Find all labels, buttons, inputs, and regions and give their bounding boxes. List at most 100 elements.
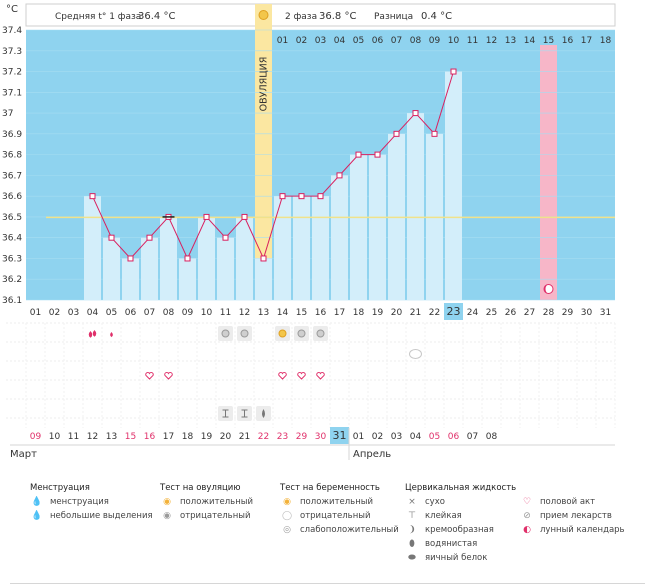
cycle-day-label: 16 bbox=[315, 308, 327, 318]
ovulation-negative-icon bbox=[316, 329, 325, 338]
legend-column: ♡ половой акт ⊘ прием лекарств ◐ лунный кален… bbox=[520, 481, 625, 537]
date-label: 21 bbox=[239, 432, 250, 442]
cycle-day-label: 17 bbox=[334, 308, 345, 318]
legend-item-label: сухо bbox=[425, 497, 445, 507]
temperature-bar bbox=[312, 196, 329, 300]
negative-icon: ◯ bbox=[281, 511, 293, 521]
cycle-day-label: 10 bbox=[201, 308, 213, 318]
data-point bbox=[450, 68, 457, 75]
date-label: 18 bbox=[182, 432, 194, 442]
cycle-day-label: 06 bbox=[125, 308, 137, 318]
phase2-day-label: 16 bbox=[562, 36, 574, 46]
y-tick-label: 37.3 bbox=[2, 47, 22, 57]
cycle-day-label: 24 bbox=[467, 308, 479, 318]
negative-circle-icon: ◉ bbox=[163, 511, 171, 521]
cycle-day-label: 03 bbox=[68, 308, 79, 318]
legend-title: Тест на беременность bbox=[280, 483, 380, 493]
phase2-day-label: 11 bbox=[467, 36, 478, 46]
menstruation-drop-icon bbox=[92, 330, 97, 337]
date-label: 06 bbox=[448, 432, 460, 442]
legend-item: ◉ отрицательный bbox=[160, 509, 253, 523]
temperature-bar bbox=[350, 154, 367, 300]
small-drop-icon bbox=[110, 332, 113, 338]
cycle-day-label: 28 bbox=[543, 308, 555, 318]
legend-title bbox=[520, 481, 625, 495]
phase1-value: 36.4 °C bbox=[138, 11, 175, 22]
phase2-day-label: 01 bbox=[277, 36, 288, 46]
date-label: 16 bbox=[144, 432, 156, 442]
data-point bbox=[146, 234, 153, 241]
ovulation-label: ОВУЛЯЦИЯ bbox=[259, 57, 270, 112]
legend-item: 💧 небольшие выделения bbox=[30, 509, 152, 523]
date-label: 01 bbox=[353, 432, 364, 442]
legend-item: ⊘ прием лекарств bbox=[520, 509, 625, 523]
cycle-day-label: 09 bbox=[182, 308, 194, 318]
y-tick-label: 36.3 bbox=[2, 254, 22, 264]
phase2-day-label: 04 bbox=[334, 36, 346, 46]
date-label: 23 bbox=[277, 432, 288, 442]
legend-item: ⊤ клейкая bbox=[405, 509, 516, 523]
date-label: 04 bbox=[410, 432, 422, 442]
drops-icon: 💧 bbox=[31, 497, 43, 507]
menstruation-drop-icon bbox=[88, 331, 93, 338]
heart-icon bbox=[316, 372, 325, 380]
legend-item-label: клейкая bbox=[425, 511, 462, 521]
phase2-day-label: 13 bbox=[505, 36, 516, 46]
legend-item-label: отрицательный bbox=[180, 511, 251, 521]
watery-icon bbox=[262, 409, 265, 418]
legend-title: Тест на овуляцию bbox=[160, 483, 241, 493]
data-point bbox=[393, 130, 400, 137]
phase2-day-label: 07 bbox=[391, 36, 402, 46]
data-point bbox=[355, 151, 362, 158]
data-point bbox=[317, 193, 324, 200]
sticky-icon: ⊤ bbox=[408, 511, 416, 521]
watery-icon: ⬮ bbox=[409, 539, 415, 549]
data-point bbox=[184, 255, 191, 262]
temperature-bar bbox=[274, 196, 291, 300]
cycle-day-label: 30 bbox=[581, 308, 593, 318]
cycle-day-label: 15 bbox=[296, 308, 307, 318]
diff-label: Разница bbox=[374, 12, 413, 22]
heart-icon bbox=[278, 372, 287, 380]
cycle-day-label: 19 bbox=[372, 308, 384, 318]
data-point bbox=[431, 130, 438, 137]
cycle-day-label: 25 bbox=[486, 308, 497, 318]
y-tick-label: 37.2 bbox=[2, 68, 22, 78]
phase2-day-label: 10 bbox=[448, 36, 460, 46]
unit-label: °C bbox=[6, 4, 18, 15]
ovulation-band bbox=[255, 4, 272, 300]
temperature-chart: °C Средняя t° 1 фаза 36.4 °C 2 фаза 36.8… bbox=[2, 3, 616, 460]
date-label: 15 bbox=[125, 432, 136, 442]
temperature-bar bbox=[445, 71, 462, 301]
phase2-day-label: 12 bbox=[486, 36, 497, 46]
y-tick-label: 36.4 bbox=[2, 234, 22, 244]
positive-sun-icon: ◉ bbox=[163, 497, 171, 507]
date-label: 29 bbox=[296, 432, 308, 442]
temperature-bar bbox=[236, 216, 253, 300]
phase1-label: Средняя t° 1 фаза bbox=[55, 12, 141, 22]
data-point bbox=[279, 193, 286, 200]
data-point bbox=[412, 110, 419, 117]
phase2-value: 36.8 °C bbox=[319, 11, 356, 22]
ovulation-negative-icon bbox=[221, 329, 230, 338]
date-label: 20 bbox=[220, 432, 232, 442]
heart-icon bbox=[297, 372, 306, 380]
header-box bbox=[25, 3, 616, 27]
temperature-line bbox=[92, 71, 454, 260]
legend-item: ◉ положительный bbox=[160, 495, 253, 509]
temperature-bar bbox=[84, 196, 101, 300]
legend: Менструация 💧 менструация 💧 небольшие выделе… bbox=[0, 481, 655, 571]
temperature-bar bbox=[255, 258, 272, 300]
date-label: 02 bbox=[372, 432, 383, 442]
cycle-day-label: 29 bbox=[562, 308, 574, 318]
cycle-day-label: 14 bbox=[277, 308, 289, 318]
data-point bbox=[222, 234, 229, 241]
cycle-day-label: 04 bbox=[87, 308, 99, 318]
legend-item-label: водянистая bbox=[425, 539, 478, 549]
date-label: 07 bbox=[467, 432, 478, 442]
phase2-day-label: 15 bbox=[543, 36, 554, 46]
phase2-day-label: 18 bbox=[600, 36, 612, 46]
moon-icon: ◐ bbox=[523, 525, 531, 535]
cycle-day-label: 13 bbox=[258, 308, 269, 318]
legend-item-label: кремообразная bbox=[425, 525, 494, 535]
